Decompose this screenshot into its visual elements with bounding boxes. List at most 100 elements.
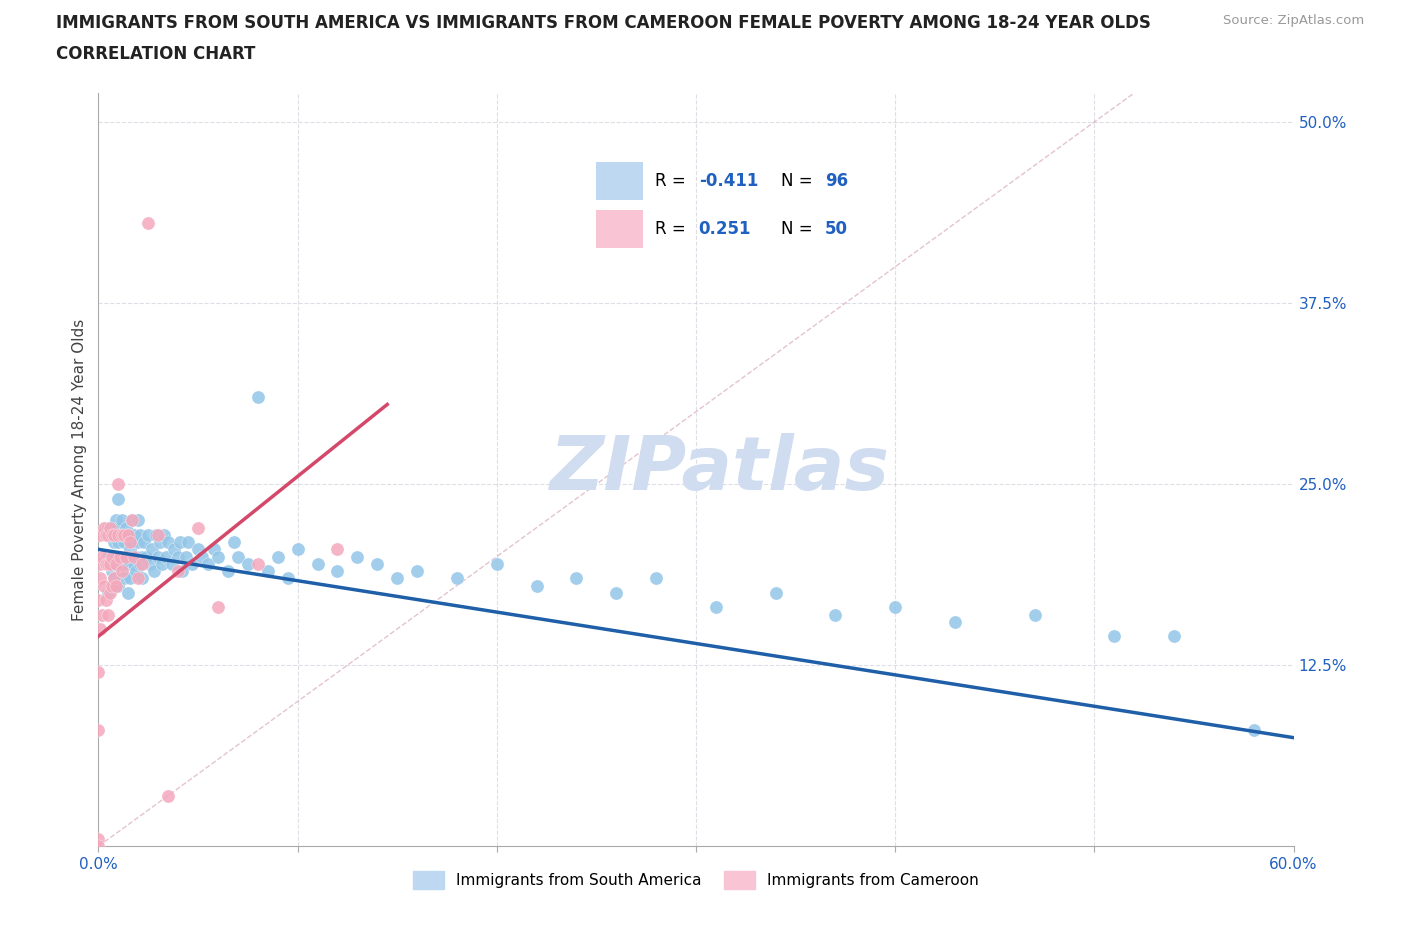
Point — [139, 556, 162, 571]
Point — [101, 549, 124, 564]
Point — [120, 542, 142, 557]
Point — [385, 571, 409, 586]
Point — [98, 520, 122, 535]
Point — [105, 578, 128, 593]
Y-axis label: Female Poverty Among 18-24 Year Olds: Female Poverty Among 18-24 Year Olds — [72, 318, 87, 621]
Point — [256, 564, 278, 578]
Point — [101, 527, 124, 542]
Point — [107, 578, 129, 593]
Point — [446, 571, 468, 586]
Text: CORRELATION CHART: CORRELATION CHART — [56, 45, 256, 62]
Point — [107, 556, 129, 571]
Point — [110, 527, 132, 542]
Point — [124, 549, 146, 564]
Point — [143, 564, 166, 578]
Point — [125, 564, 148, 578]
Point — [187, 520, 209, 535]
Point — [103, 527, 125, 542]
Point — [121, 535, 143, 550]
Point — [163, 542, 186, 557]
Point — [103, 571, 125, 586]
Point — [120, 571, 142, 586]
Point — [107, 520, 129, 535]
Point — [226, 549, 249, 564]
Point — [157, 788, 180, 803]
Point — [129, 527, 152, 542]
Text: N =: N = — [782, 172, 818, 190]
Point — [111, 527, 134, 542]
Text: 96: 96 — [825, 172, 848, 190]
Point — [107, 491, 129, 506]
Point — [326, 542, 349, 557]
Point — [101, 578, 124, 593]
Point — [127, 513, 149, 528]
Point — [97, 549, 120, 564]
Point — [135, 549, 157, 564]
Point — [177, 535, 200, 550]
Point — [93, 578, 115, 593]
Point — [346, 549, 368, 564]
Point — [943, 615, 966, 630]
Point — [129, 556, 152, 571]
Point — [155, 549, 177, 564]
Point — [526, 578, 548, 593]
Point — [87, 723, 110, 737]
Point — [87, 592, 110, 607]
Point — [277, 571, 299, 586]
Point — [112, 535, 135, 550]
Point — [124, 556, 146, 571]
Bar — [596, 162, 643, 200]
Point — [246, 556, 269, 571]
Point — [150, 556, 173, 571]
Point — [97, 607, 120, 622]
Point — [110, 549, 132, 564]
Point — [485, 556, 508, 571]
Point — [105, 513, 128, 528]
Point — [101, 527, 124, 542]
Point — [172, 564, 194, 578]
Point — [149, 535, 172, 550]
Text: R =: R = — [655, 219, 690, 238]
Text: R =: R = — [655, 172, 690, 190]
Point — [141, 542, 163, 557]
Point — [406, 564, 429, 578]
Point — [91, 549, 114, 564]
Point — [107, 535, 129, 550]
Point — [105, 578, 128, 593]
Text: 0.251: 0.251 — [699, 219, 751, 238]
Point — [107, 477, 129, 492]
Point — [96, 592, 118, 607]
Point — [87, 665, 110, 680]
Point — [120, 535, 142, 550]
Point — [202, 542, 225, 557]
Point — [117, 585, 139, 600]
Point — [704, 600, 727, 615]
Point — [217, 564, 239, 578]
Point — [97, 527, 120, 542]
Point — [207, 549, 229, 564]
Point — [93, 520, 115, 535]
Point — [160, 556, 183, 571]
Point — [115, 549, 138, 564]
Point — [89, 527, 111, 542]
Point — [105, 556, 128, 571]
Point — [191, 549, 214, 564]
Point — [181, 556, 204, 571]
Point — [207, 600, 229, 615]
Point — [125, 549, 148, 564]
Point — [157, 535, 180, 550]
Point — [366, 556, 388, 571]
Point — [134, 535, 156, 550]
Point — [824, 607, 846, 622]
Point — [103, 571, 125, 586]
Text: N =: N = — [782, 219, 818, 238]
Point — [148, 549, 170, 564]
Point — [1024, 607, 1046, 622]
Point — [91, 607, 114, 622]
Point — [167, 564, 190, 578]
Point — [103, 556, 125, 571]
Point — [111, 564, 134, 578]
Point — [127, 535, 149, 550]
Point — [131, 549, 153, 564]
Point — [605, 585, 627, 600]
